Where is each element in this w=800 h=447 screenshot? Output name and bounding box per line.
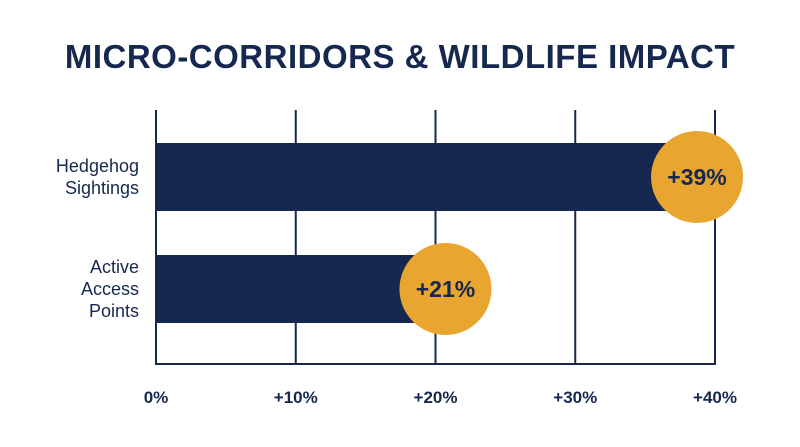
data-label-1: +21% bbox=[416, 276, 475, 302]
value-marker-0 bbox=[651, 131, 744, 223]
category-label-0-0: Hedgehog bbox=[56, 156, 139, 176]
x-tick-label-4: +40% bbox=[693, 388, 737, 407]
category-label-1-2: Points bbox=[89, 301, 139, 321]
x-tick-label-2: +20% bbox=[414, 388, 458, 407]
chart-title: MICRO-CORRIDORS & WILDLIFE IMPACT bbox=[64, 38, 736, 75]
x-tick-label-0: 0% bbox=[144, 388, 169, 407]
category-label-0-1: Sightings bbox=[65, 178, 139, 198]
x-tick-label-1: +10% bbox=[274, 388, 318, 407]
category-label-1-0: Active bbox=[90, 257, 139, 277]
category-label-1-1: Access bbox=[81, 279, 139, 299]
value-marker-1 bbox=[399, 243, 492, 335]
bar-0 bbox=[156, 143, 702, 211]
x-tick-label-3: +30% bbox=[553, 388, 597, 407]
data-label-0: +39% bbox=[667, 164, 726, 190]
